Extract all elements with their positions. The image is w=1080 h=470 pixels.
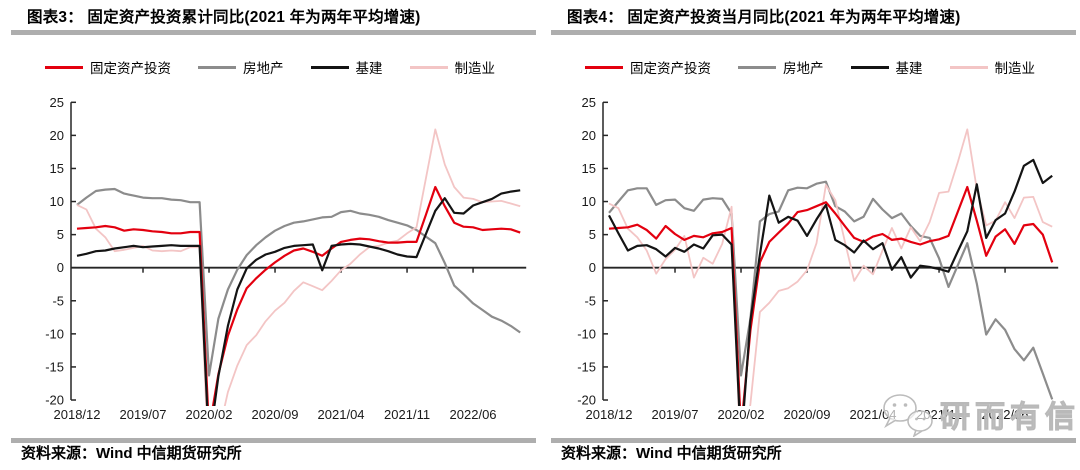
chart-canvas-1: -20 -15 -10 -5 0 5 10 15 20 25 2018/12 2019/07 2020/… [577, 95, 1059, 422]
y-tick-label: 0 [589, 260, 596, 275]
legend-item-infrastructure: 基建 [310, 57, 383, 77]
chart3-title-divider [11, 30, 536, 35]
x-tick-label: 2018/12 [54, 407, 101, 422]
y-tick-label: 20 [582, 128, 596, 143]
y-tick-label: -20 [45, 393, 64, 408]
chart3-legend: 固定资产投资 房地产 基建 制造业 [0, 57, 540, 77]
y-tick-label: -10 [45, 326, 64, 341]
x-tick-label: 2019/07 [120, 407, 167, 422]
legend-label-manufacturing: 制造业 [994, 61, 1036, 76]
chart3-section: 图表3： 固定资产投资累计同比(2021 年为两年平均增速) 固定资产投资 房地产… [0, 9, 540, 462]
chart3-footer-divider [11, 438, 536, 443]
legend-label-fixed-asset-investment: 固定资产投资 [90, 61, 171, 76]
y-tick-label: -5 [584, 293, 596, 308]
chart4-source-note: 资料来源：Wind 中信期货研究所 [561, 445, 782, 462]
y-tick-label: 15 [50, 161, 64, 176]
x-tick-label: 2021/11 [916, 407, 962, 422]
legend-item-fixed-asset-investment: 固定资产投资 [45, 57, 171, 77]
legend-label-real-estate: 房地产 [243, 61, 284, 76]
legend-label-infrastructure: 基建 [895, 61, 923, 76]
legend-swatch-fixed-asset-investment [45, 65, 83, 69]
chart-canvas-0: -20 -15 -10 -5 0 5 10 15 20 25 2018/12 2019/07 2020/… [45, 95, 527, 422]
x-tick-label: 2021/04 [850, 407, 897, 422]
legend-label-manufacturing: 制造业 [454, 61, 496, 76]
legend-swatch-real-estate [738, 65, 776, 69]
y-tick-label: -15 [577, 359, 596, 374]
chart3-plot: -20 -15 -10 -5 0 5 10 15 20 25 2018/12 2019/07 2020/… [0, 88, 540, 436]
legend-swatch-fixed-asset-investment [585, 65, 623, 69]
y-tick-label: 25 [582, 95, 596, 110]
legend-item-fixed-asset-investment: 固定资产投资 [585, 57, 711, 77]
legend-swatch-infrastructure [310, 65, 349, 69]
x-tick-label: 2018/12 [586, 407, 633, 422]
y-tick-label: -10 [577, 326, 596, 341]
y-tick-label: -20 [577, 393, 596, 408]
x-tick-label: 2021/11 [384, 407, 430, 422]
legend-swatch-infrastructure [850, 65, 889, 69]
legend-label-real-estate: 房地产 [783, 61, 824, 76]
chart3-source-note: 资料来源：Wind 中信期货研究所 [21, 445, 242, 462]
legend-swatch-real-estate [198, 65, 236, 69]
chart4-section: 图表4： 固定资产投资当月同比(2021 年为两年平均增速) 固定资产投资 房地产… [540, 0, 1080, 470]
legend-item-manufacturing: 制造业 [409, 57, 496, 77]
x-tick-label: 2019/07 [652, 407, 699, 422]
y-tick-label: 0 [57, 260, 64, 275]
x-tick-label: 2020/09 [784, 407, 831, 422]
legend-swatch-manufacturing [949, 65, 988, 69]
chart3-title: 图表3： 固定资产投资累计同比(2021 年为两年平均增速) [27, 9, 421, 26]
y-tick-label: 10 [582, 194, 596, 209]
legend-swatch-manufacturing [409, 65, 448, 69]
x-tick-label: 2020/02 [186, 407, 233, 422]
series-line-fixed-asset-investment [608, 185, 1054, 407]
series-line-manufacturing [76, 128, 521, 407]
x-tick-label: 2022/06 [450, 407, 497, 422]
chart4-footer-divider [551, 438, 1076, 443]
series-line-manufacturing [608, 128, 1053, 407]
y-tick-label: 10 [50, 194, 64, 209]
series-line-real-estate [608, 180, 1054, 400]
y-tick-label: 5 [57, 227, 64, 242]
series-line-real-estate [76, 187, 521, 377]
x-tick-label: 2022/06 [982, 407, 1029, 422]
x-tick-label: 2021/04 [318, 407, 365, 422]
chart4-legend: 固定资产投资 房地产 基建 制造业 [540, 57, 1080, 77]
legend-label-infrastructure: 基建 [355, 61, 383, 76]
legend-item-infrastructure: 基建 [850, 57, 923, 77]
chart4-title: 图表4： 固定资产投资当月同比(2021 年为两年平均增速) [567, 9, 961, 26]
y-tick-label: 15 [582, 161, 596, 176]
legend-label-fixed-asset-investment: 固定资产投资 [630, 61, 711, 76]
chart4-plot: -20 -15 -10 -5 0 5 10 15 20 25 2018/12 2019/07 2020/… [540, 88, 1080, 436]
x-tick-label: 2020/02 [718, 407, 765, 422]
x-tick-label: 2020/09 [252, 407, 299, 422]
y-tick-label: 20 [50, 128, 64, 143]
y-tick-label: 25 [50, 95, 64, 110]
legend-item-manufacturing: 制造业 [949, 57, 1036, 77]
chart4-title-divider [551, 30, 1076, 35]
y-tick-label: -5 [52, 293, 64, 308]
legend-item-real-estate: 房地产 [198, 57, 284, 77]
series-line-infrastructure [76, 189, 521, 407]
y-tick-label: -15 [45, 359, 64, 374]
legend-item-real-estate: 房地产 [738, 57, 824, 77]
series-line-infrastructure [608, 158, 1053, 407]
series-line-fixed-asset-investment [76, 185, 521, 407]
y-tick-label: 5 [589, 227, 596, 242]
